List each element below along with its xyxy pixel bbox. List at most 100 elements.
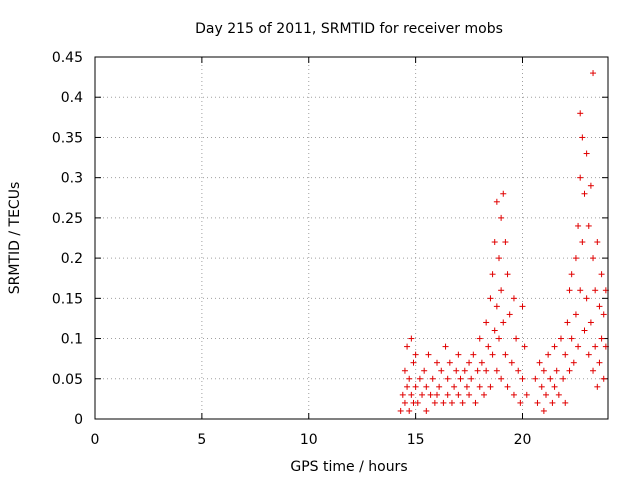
data-point — [401, 367, 408, 374]
data-point — [406, 407, 413, 414]
data-point — [404, 383, 411, 390]
data-point — [560, 375, 567, 382]
data-point — [519, 375, 526, 382]
y-tick-label: 0 — [74, 412, 83, 428]
data-point — [551, 383, 558, 390]
data-point — [540, 367, 547, 374]
data-point — [455, 351, 462, 358]
data-point — [506, 311, 513, 318]
data-point — [440, 399, 447, 406]
data-point — [581, 327, 588, 334]
data-point — [575, 343, 582, 350]
data-point — [446, 359, 453, 366]
data-point — [429, 375, 436, 382]
data-point — [401, 399, 408, 406]
data-point — [519, 303, 526, 310]
data-point — [592, 287, 599, 294]
data-point — [468, 375, 475, 382]
data-point — [517, 399, 524, 406]
data-point — [498, 375, 505, 382]
axis-ticks: 0 0.05 0.1 0.15 0.2 0.25 0.3 0.35 0.4 0.45 0 5 10 15 2… — [52, 50, 608, 448]
x-axis-label: GPS time / hours — [290, 459, 407, 475]
y-tick-label: 0.3 — [61, 171, 83, 187]
data-point — [598, 271, 605, 278]
data-point — [463, 383, 470, 390]
data-point — [551, 343, 558, 350]
data-point — [510, 295, 517, 302]
data-point — [581, 190, 588, 197]
data-point — [423, 383, 430, 390]
data-point — [592, 343, 599, 350]
data-point — [577, 110, 584, 117]
data-point — [510, 391, 517, 398]
data-point — [438, 367, 445, 374]
data-point — [470, 351, 477, 358]
data-point — [397, 407, 404, 414]
data-point — [455, 391, 462, 398]
y-tick-label: 0.35 — [52, 130, 83, 146]
data-point — [472, 399, 479, 406]
data-point — [461, 367, 468, 374]
data-point — [577, 287, 584, 294]
data-point — [448, 399, 455, 406]
data-point — [521, 343, 528, 350]
data-point — [536, 359, 543, 366]
data-point — [545, 351, 552, 358]
plot-frame — [94, 56, 609, 420]
data-point — [410, 359, 417, 366]
data-point — [570, 359, 577, 366]
data-point — [421, 367, 428, 374]
data-point — [412, 351, 419, 358]
data-point — [555, 391, 562, 398]
data-point — [583, 295, 590, 302]
data-point — [577, 174, 584, 181]
data-point — [466, 359, 473, 366]
data-point — [399, 391, 406, 398]
data-point — [598, 335, 605, 342]
data-point — [534, 399, 541, 406]
data-point — [493, 303, 500, 310]
data-point — [436, 383, 443, 390]
y-tick-label: 0.15 — [52, 291, 83, 307]
data-point — [562, 351, 569, 358]
data-point — [500, 319, 507, 326]
data-point — [478, 359, 485, 366]
data-point — [491, 327, 498, 334]
data-point — [404, 343, 411, 350]
data-point — [564, 319, 571, 326]
data-point — [572, 311, 579, 318]
data-point — [587, 319, 594, 326]
data-point — [587, 182, 594, 189]
data-point — [474, 367, 481, 374]
data-point — [500, 190, 507, 197]
data-point — [523, 391, 530, 398]
data-point — [487, 295, 494, 302]
x-tick-label: 5 — [197, 432, 206, 448]
data-point — [431, 399, 438, 406]
data-point — [562, 399, 569, 406]
data-point — [416, 375, 423, 382]
data-point — [483, 367, 490, 374]
data-point — [549, 399, 556, 406]
data-point — [583, 150, 590, 157]
data-point — [590, 70, 597, 77]
data-point — [594, 383, 601, 390]
data-point — [495, 335, 502, 342]
data-point — [575, 222, 582, 229]
data-point — [579, 239, 586, 246]
data-point — [408, 335, 415, 342]
y-tick-label: 0.2 — [61, 251, 83, 267]
data-point — [502, 239, 509, 246]
data-point — [557, 335, 564, 342]
data-point — [489, 271, 496, 278]
y-tick-label: 0.45 — [52, 50, 83, 66]
data-point — [579, 134, 586, 141]
data-point — [553, 367, 560, 374]
data-point — [444, 391, 451, 398]
grid-lines — [95, 57, 608, 419]
data-point — [423, 407, 430, 414]
x-tick-label: 0 — [91, 432, 100, 448]
data-point — [481, 391, 488, 398]
data-point — [590, 367, 597, 374]
data-point — [489, 351, 496, 358]
